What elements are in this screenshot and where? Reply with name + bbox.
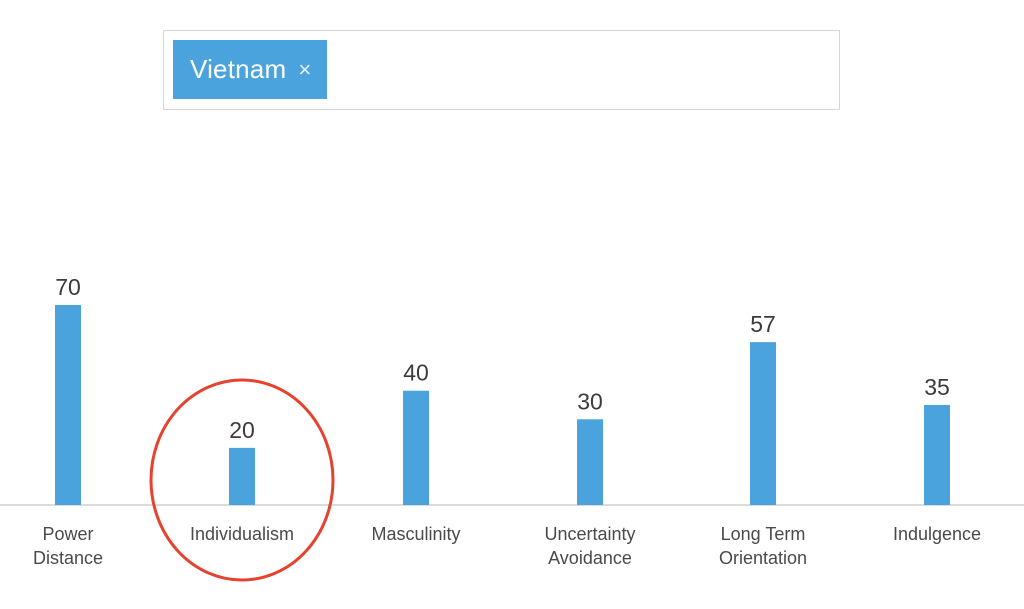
bar-individualism (229, 447, 255, 505)
category-label-indulgence: Indulgence (893, 524, 981, 544)
value-label-long-term-orientation: 57 (750, 311, 776, 337)
country-tag: Vietnam × (173, 40, 328, 99)
category-label-individualism: Individualism (190, 524, 294, 544)
bars-layer: 70 Power Distance 20 Individualism 40 Masculin… (33, 274, 981, 568)
value-label-power-distance: 70 (55, 274, 81, 300)
bar-long-term-orientation (750, 342, 776, 505)
value-label-indulgence: 35 (924, 374, 950, 400)
bar-power-distance (55, 305, 81, 505)
country-filter-input[interactable]: Vietnam × (163, 30, 840, 110)
value-label-masculinity: 40 (403, 360, 429, 386)
highlight-circle (149, 378, 335, 582)
country-tag-label: Vietnam (190, 54, 287, 84)
category-label-power-distance: Power Distance (33, 524, 103, 568)
value-label-individualism: 20 (229, 417, 255, 443)
bar-uncertainty-avoidance (577, 419, 603, 505)
category-label-masculinity: Masculinity (371, 524, 460, 544)
value-label-uncertainty-avoidance: 30 (577, 388, 603, 414)
category-label-long-term-orientation: Long Term Orientation (719, 524, 807, 568)
remove-tag-icon[interactable]: × (298, 56, 312, 82)
bar-indulgence (924, 405, 950, 505)
bar-masculinity (403, 390, 429, 505)
category-label-uncertainty-avoidance: Uncertainty Avoidance (544, 524, 635, 568)
